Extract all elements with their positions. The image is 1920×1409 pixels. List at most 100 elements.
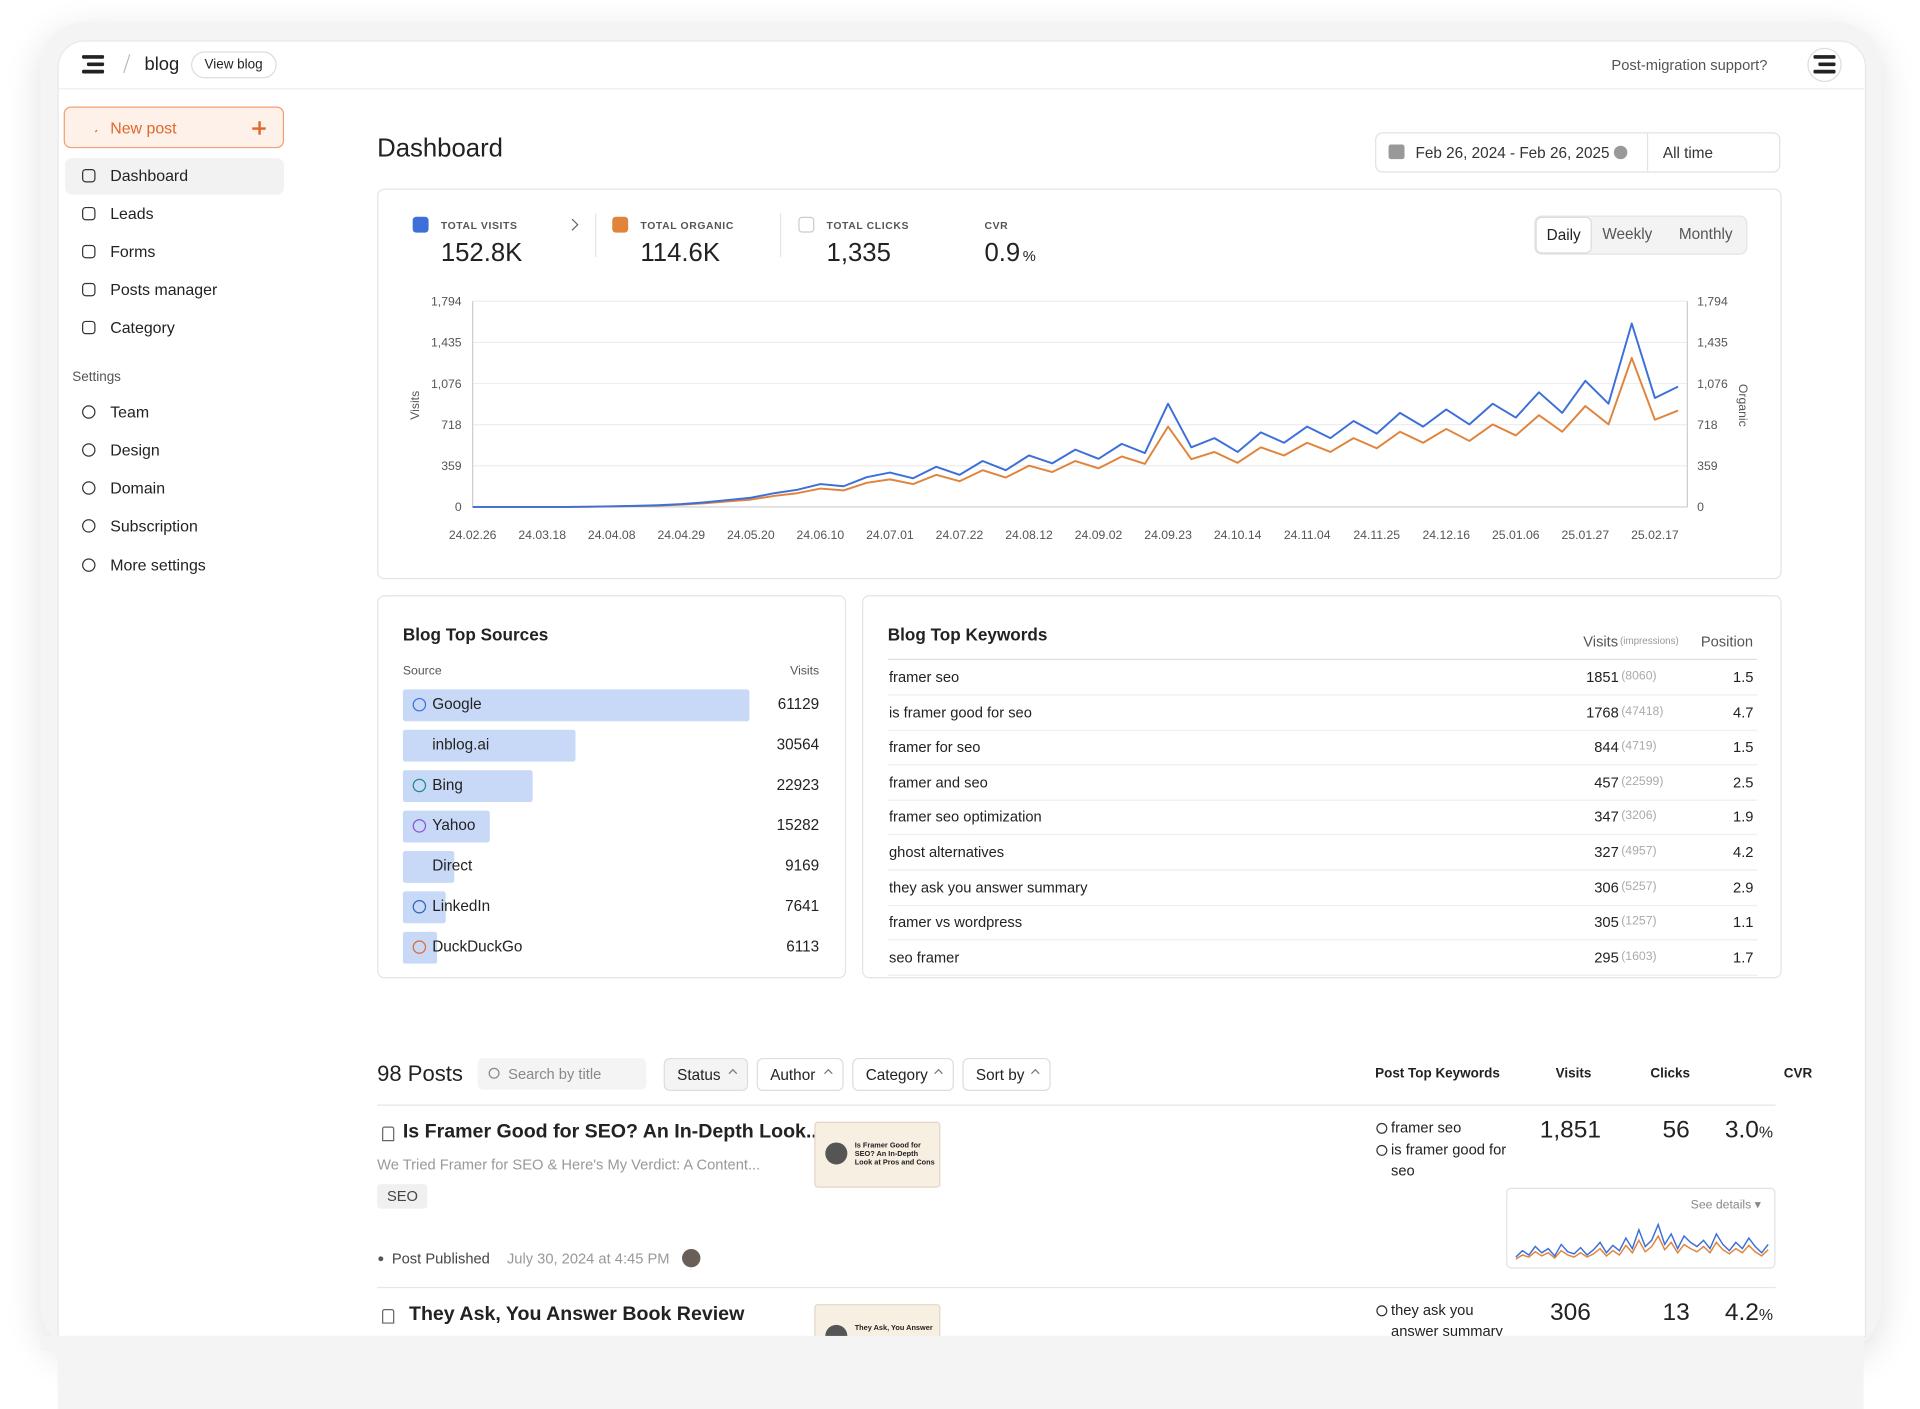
pin-icon[interactable] xyxy=(382,1308,395,1324)
keyword-visits: 306 xyxy=(1594,878,1619,896)
sparkline-card xyxy=(1506,1187,1776,1269)
keyword-visits: 1768 xyxy=(1586,703,1619,721)
logo-bar xyxy=(86,62,105,67)
kpi-label: CVR xyxy=(984,219,1009,232)
kpi-value: 0.9% xyxy=(984,238,1036,267)
settings-item[interactable]: Subscription xyxy=(110,516,198,536)
filter-button[interactable]: Sort by xyxy=(962,1057,1051,1092)
y-tick-label: 359 xyxy=(441,459,462,473)
pin-icon[interactable] xyxy=(382,1126,395,1142)
source-name: DuckDuckGo xyxy=(432,937,523,956)
post-clicks: 13 xyxy=(1662,1299,1690,1327)
row-line xyxy=(887,729,1758,731)
kpi-checkbox[interactable] xyxy=(412,216,429,233)
keyword-impressions: (3206) xyxy=(1621,809,1657,824)
nav-item[interactable]: Category xyxy=(110,318,175,337)
post-title[interactable]: Is Framer Good for SEO? An In-Depth Look… xyxy=(402,1121,823,1143)
x-tick-label: 24.05.20 xyxy=(727,528,775,542)
sources-col: Visits xyxy=(790,664,820,679)
see-details[interactable]: See details ▾ xyxy=(1690,1198,1761,1213)
keyword-visits: 305 xyxy=(1594,913,1619,931)
x-tick-label: 24.07.22 xyxy=(936,528,984,542)
granularity-option[interactable]: Daily xyxy=(1535,216,1592,254)
granularity-option[interactable]: Monthly xyxy=(1663,217,1749,254)
settings-item[interactable]: Design xyxy=(110,440,160,460)
nav-item[interactable]: Dashboard xyxy=(110,166,189,185)
keyword: framer vs wordpress xyxy=(888,913,1023,931)
post-date: July 30, 2024 at 4:45 PM xyxy=(506,1250,670,1268)
post-cvr-unit: % xyxy=(1758,1122,1774,1142)
nav-icon xyxy=(82,320,96,335)
post-clicks: 56 xyxy=(1662,1116,1690,1144)
kpi-unit: % xyxy=(1022,247,1036,265)
header-divider xyxy=(57,88,1864,90)
settings-icon xyxy=(82,481,96,495)
row-line xyxy=(887,834,1758,836)
kpi-checkbox[interactable] xyxy=(798,216,815,233)
nav-item[interactable]: Leads xyxy=(110,204,154,223)
settings-icon xyxy=(82,443,96,457)
source-name: Bing xyxy=(432,776,463,794)
nav-icon xyxy=(82,282,96,297)
logo-bar xyxy=(1818,62,1836,67)
nav-active-bg xyxy=(64,157,285,195)
post-thumbnail[interactable]: Is Framer Good for SEO? An In-Depth Look… xyxy=(814,1121,941,1188)
granularity-label: Daily xyxy=(1546,226,1581,244)
keyword-position: 1.9 xyxy=(1733,808,1754,826)
app-window xyxy=(57,40,1867,1338)
granularity-option[interactable]: Weekly xyxy=(1592,217,1663,254)
settings-item[interactable]: Team xyxy=(110,402,150,422)
settings-icon xyxy=(82,558,96,572)
keywords-card xyxy=(862,595,1782,979)
settings-item[interactable]: More settings xyxy=(110,555,206,575)
posts-count: 98 Posts xyxy=(377,1061,463,1087)
clear-icon[interactable] xyxy=(1613,145,1628,160)
period[interactable]: All time xyxy=(1662,144,1714,162)
filter-button[interactable]: Author xyxy=(756,1057,844,1092)
kpi-divider xyxy=(780,213,782,258)
filter-label: Status xyxy=(677,1066,721,1084)
keyword-position: 2.5 xyxy=(1733,773,1754,791)
logo xyxy=(82,55,105,75)
sparkline xyxy=(1515,1222,1769,1260)
y-axis-title: Visits xyxy=(408,391,422,420)
nav-item[interactable]: Forms xyxy=(110,242,156,261)
date-picker[interactable]: Feb 26, 2024 - Feb 26, 2025 All time xyxy=(1375,132,1781,173)
posts-header-line xyxy=(377,1104,1776,1106)
x-tick-label: 24.12.16 xyxy=(1422,528,1470,542)
support-link[interactable]: Post-migration support? xyxy=(1611,56,1768,74)
post-title[interactable]: They Ask, You Answer Book Review xyxy=(408,1304,745,1325)
settings-item[interactable]: Domain xyxy=(110,478,166,498)
kpi-checkbox[interactable] xyxy=(612,216,629,233)
nav-item[interactable]: Posts manager xyxy=(110,280,218,299)
filter-caret xyxy=(824,1068,833,1078)
nav-icon xyxy=(82,244,96,259)
keyword: framer for seo xyxy=(888,738,981,756)
thumbnail-title: They Ask, You Answer xyxy=(854,1324,933,1333)
keyword-icon xyxy=(1376,1122,1388,1134)
post-keyword: they ask you answer summary xyxy=(1391,1301,1503,1340)
search-box[interactable]: Search by title xyxy=(477,1057,647,1090)
post-keyword: framer seo xyxy=(1391,1119,1462,1137)
data-line xyxy=(472,322,1679,508)
post-cvr-unit: % xyxy=(1758,1305,1774,1324)
keyword-impressions: (4957) xyxy=(1621,844,1657,859)
new-post-button[interactable]: New postNew post xyxy=(63,106,285,149)
view-blog-button[interactable]: View blog xyxy=(191,51,277,79)
y2-tick-label: 0 xyxy=(1697,500,1704,514)
y2-tick-label: 1,435 xyxy=(1697,336,1728,350)
posts-column: Clicks xyxy=(1650,1066,1691,1082)
keyword-impressions: (4719) xyxy=(1621,739,1657,754)
row-line xyxy=(887,694,1758,696)
filter-button[interactable]: Category xyxy=(852,1057,954,1092)
keyword-visits: 1851 xyxy=(1586,668,1619,686)
keyword-position: 1.5 xyxy=(1733,668,1754,686)
keyword: framer seo xyxy=(888,668,960,686)
window-bottom-mask-edge xyxy=(40,1335,58,1351)
x-tick-label: 24.10.14 xyxy=(1214,528,1262,542)
x-tick-label: 24.04.29 xyxy=(657,528,705,542)
source-name: inblog.ai xyxy=(432,735,490,754)
filter-button[interactable]: Status xyxy=(663,1057,749,1092)
settings-icon xyxy=(82,519,96,533)
logo-bar xyxy=(82,69,105,74)
